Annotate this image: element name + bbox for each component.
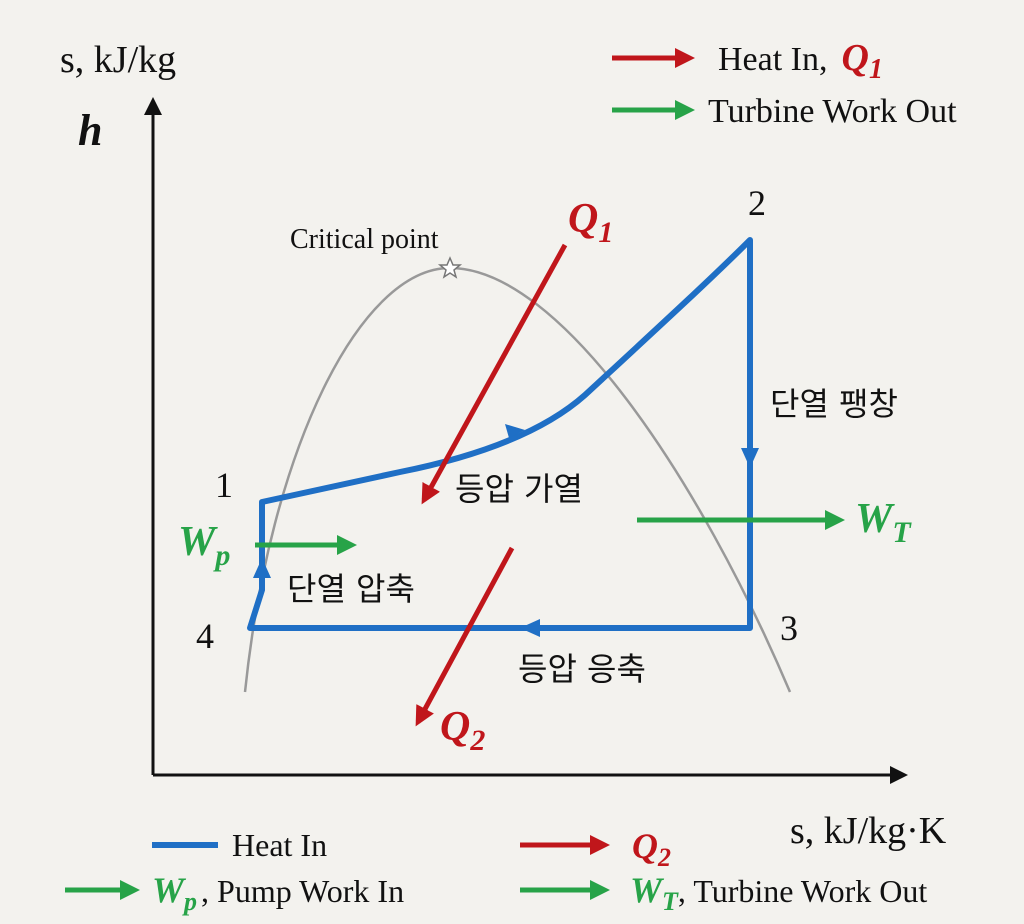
state-label: 4 bbox=[196, 616, 214, 656]
symbol: W bbox=[630, 870, 665, 910]
y-label: h bbox=[78, 106, 102, 155]
symbol: Q bbox=[568, 196, 598, 242]
critical-star bbox=[437, 256, 463, 279]
cycle-path bbox=[247, 237, 753, 631]
heat-out-arrow bbox=[415, 546, 515, 727]
legend-entry: Turbine Work Out bbox=[708, 93, 957, 130]
subscript: 1 bbox=[869, 54, 883, 85]
flow-arrow bbox=[520, 619, 540, 637]
state-label: 2 bbox=[748, 183, 766, 223]
legend-entry: Heat In bbox=[232, 827, 327, 863]
legend-text: , Turbine Work Out bbox=[678, 873, 927, 909]
flow-arrow bbox=[253, 558, 271, 578]
flow-arrow bbox=[505, 424, 525, 438]
wt-label: WT bbox=[855, 496, 912, 549]
flow-arrow bbox=[741, 448, 759, 468]
symbol: W bbox=[178, 519, 218, 565]
process-label: 등압 가열 bbox=[455, 470, 583, 508]
x-label: s, kJ/kg·K bbox=[790, 810, 947, 852]
subscript: 2 bbox=[657, 843, 671, 872]
q1-label: Q1 bbox=[568, 196, 613, 249]
state-label: 3 bbox=[780, 608, 798, 648]
subscript: T bbox=[662, 887, 679, 916]
process-label: 단열 압축 bbox=[287, 570, 415, 608]
symbol: W bbox=[855, 496, 895, 542]
subscript: p bbox=[212, 539, 230, 572]
heat-in-arrow bbox=[421, 243, 568, 505]
process-label: 등압 응축 bbox=[518, 650, 646, 688]
legend-text: , Pump Work In bbox=[201, 873, 404, 909]
legend-entry: WT, Turbine Work Out bbox=[630, 870, 927, 916]
symbol: Q bbox=[842, 37, 869, 79]
legend-entry: Q2 bbox=[632, 826, 671, 872]
state-label: 1 bbox=[215, 465, 233, 505]
subscript: 1 bbox=[598, 216, 613, 249]
legend-text: Heat In, bbox=[718, 41, 828, 78]
symbol: Q bbox=[440, 704, 470, 750]
legend-entry: Heat In, Q1 bbox=[718, 37, 883, 85]
symbol: Q bbox=[632, 826, 658, 866]
subscript: T bbox=[892, 516, 912, 549]
subscript: 2 bbox=[469, 724, 485, 757]
q2-label: Q2 bbox=[440, 704, 485, 757]
critical-label: Critical point bbox=[290, 224, 439, 255]
symbol: W bbox=[152, 870, 187, 910]
legend-entry: Wp, Pump Work In bbox=[152, 870, 404, 916]
wp-label: Wp bbox=[178, 519, 230, 572]
subscript: p bbox=[182, 887, 197, 916]
y-top-label: s, kJ/kg bbox=[60, 39, 176, 81]
process-label: 단열 팽창 bbox=[770, 385, 898, 423]
